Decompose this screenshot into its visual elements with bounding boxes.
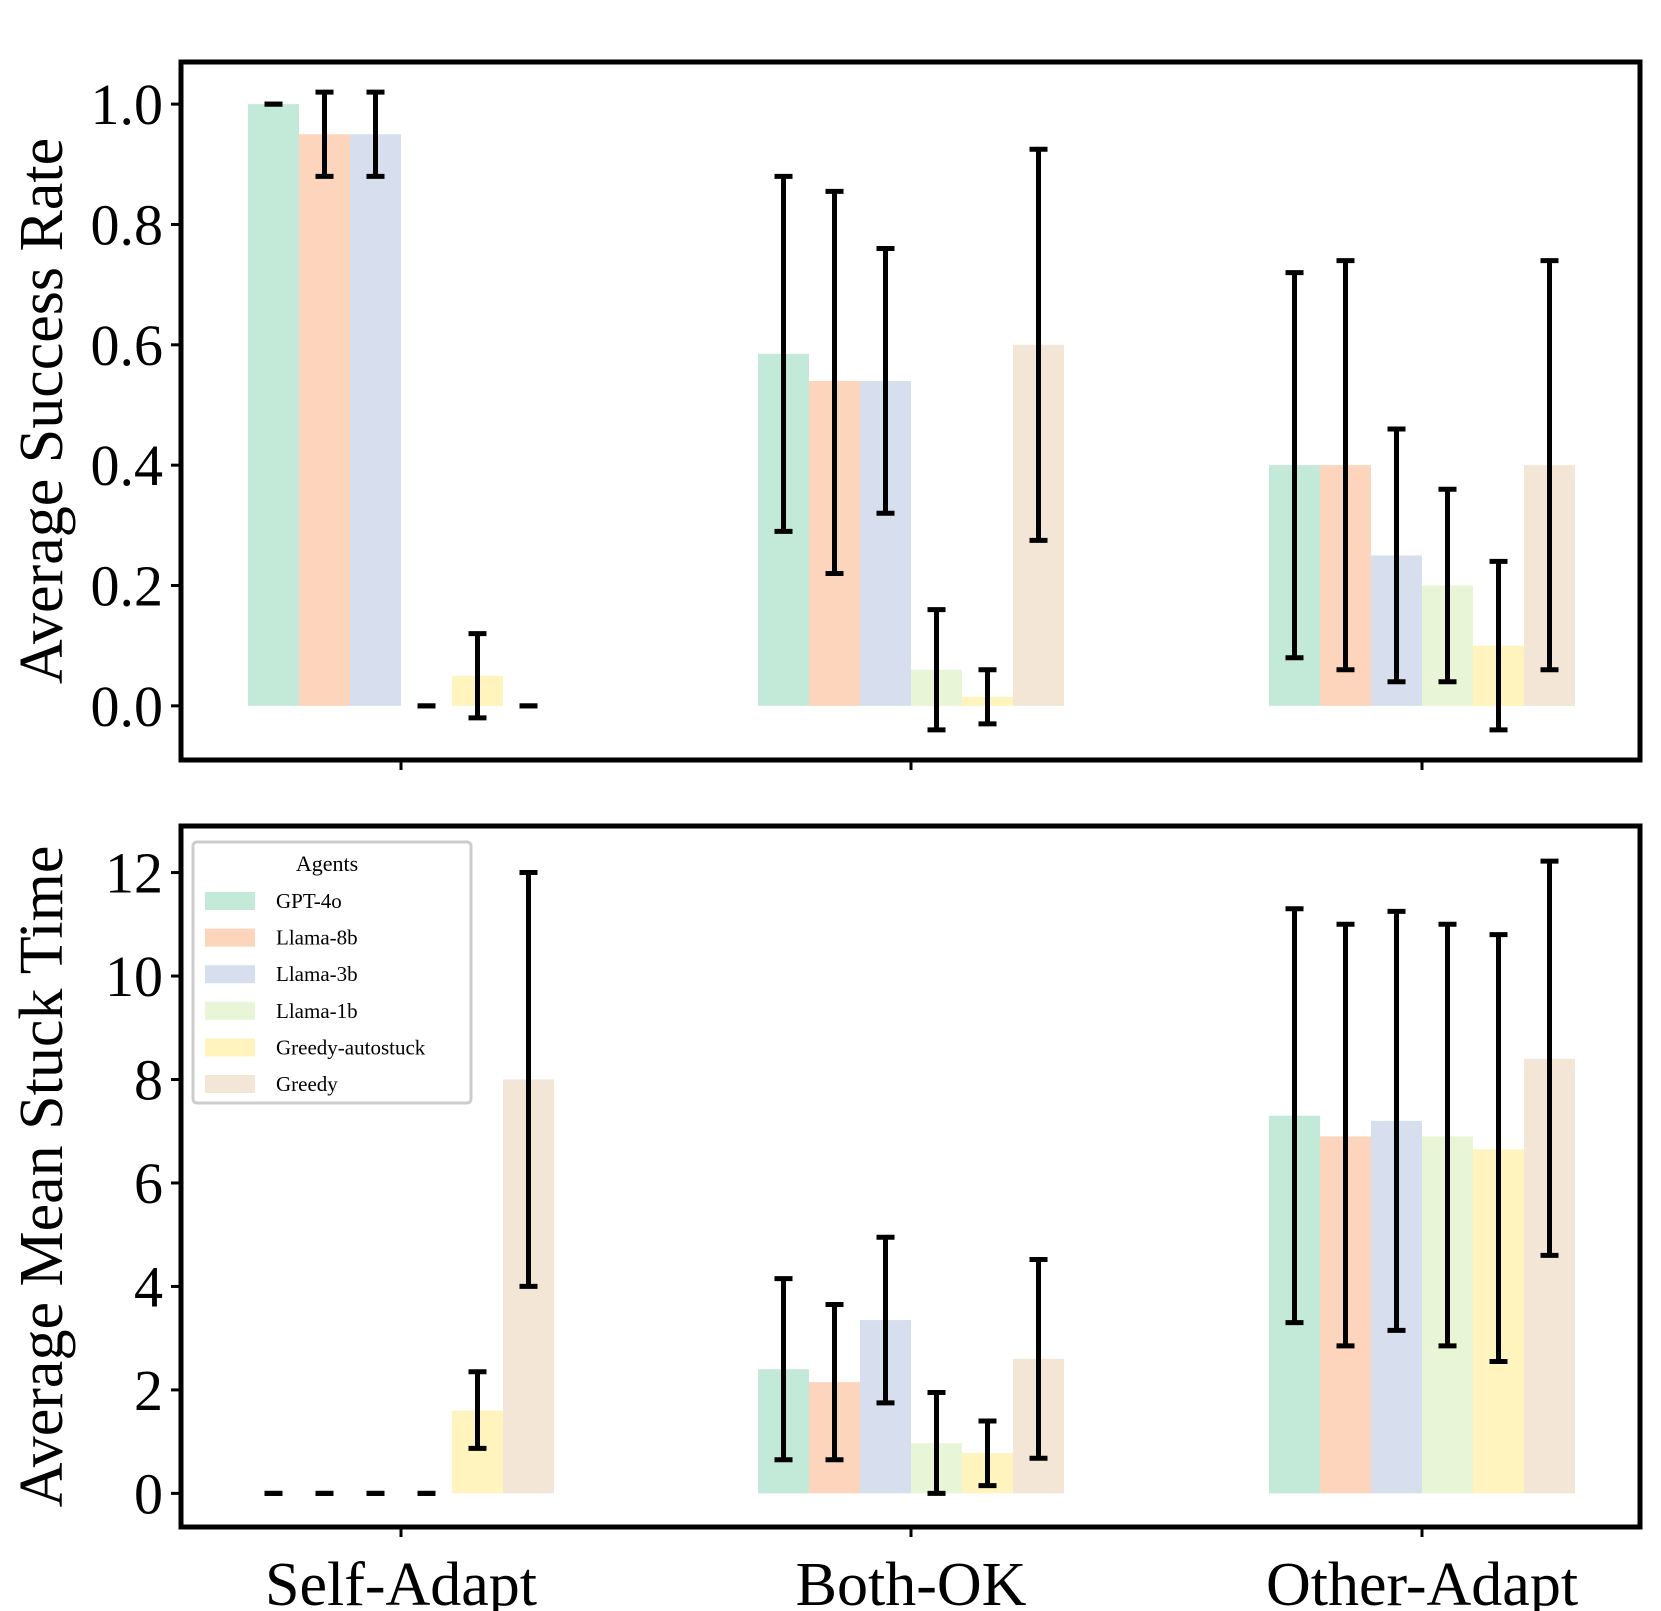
success-ytick-label: 1.0 xyxy=(91,72,164,137)
stuck-ytick-label: 8 xyxy=(134,1047,163,1112)
success-errorbar-llama-1b-both-ok xyxy=(927,607,946,733)
success-errorbar-greedy-other-adapt xyxy=(1540,258,1559,673)
legend-label-gpt-4o: GPT-4o xyxy=(276,889,342,913)
legend-label-llama-3b: Llama-3b xyxy=(276,962,358,986)
success-bar-llama-3b-self-adapt xyxy=(350,134,401,706)
legend-title: Agents xyxy=(296,851,358,876)
legend-label-greedy-autostuck: Greedy-autostuck xyxy=(276,1035,426,1059)
success-errorbar-greedy-both-ok xyxy=(1029,146,1048,543)
stuck-ytick-label: 12 xyxy=(105,841,163,906)
success-errorbar-gpt-4o-other-adapt xyxy=(1285,270,1304,661)
stuck-errorbar-greedy-autostuck-self-adapt xyxy=(468,1369,487,1451)
stuck-time-panel: 0 2 4 6 8 10 12 Self-Adapt Both-OK Other-Adapt Ave… xyxy=(8,823,1643,1611)
success-errorbar-greedy-autostuck-both-ok xyxy=(978,667,997,727)
success-errorbar-llama-3b-self-adapt xyxy=(366,89,385,179)
stuck-errorbar-llama-3b-other-adapt xyxy=(1387,908,1406,1333)
legend-label-greedy: Greedy xyxy=(276,1072,338,1096)
stuck-errorbar-greedy-self-adapt xyxy=(519,870,538,1289)
success-bar-gpt-4o-self-adapt xyxy=(248,104,299,706)
success-errorbar-llama-3b-both-ok xyxy=(876,246,895,516)
stuck-errorbar-llama-1b-other-adapt xyxy=(1438,921,1457,1349)
stuck-errorbar-greedy-autostuck-both-ok xyxy=(978,1418,997,1489)
stuck-errorbar-greedy-autostuck-other-adapt xyxy=(1489,932,1508,1364)
legend: Agents GPT-4o Llama-8b Llama-3b Llama-1b Gree… xyxy=(191,840,473,1105)
success-errorbar-llama-3b-other-adapt xyxy=(1387,426,1406,685)
success-errorbar-llama-8b-other-adapt xyxy=(1336,258,1355,673)
legend-swatch-greedy xyxy=(205,1075,255,1093)
stuck-errorbar-gpt-4o-both-ok xyxy=(774,1276,793,1463)
success-errorbar-llama-8b-both-ok xyxy=(825,188,844,576)
success-errorbar-gpt-4o-both-ok xyxy=(774,173,793,534)
legend-label-llama-1b: Llama-1b xyxy=(276,999,358,1023)
xtick-label-self-adapt: Self-Adapt xyxy=(265,1551,537,1611)
success-ytick-label: 0.6 xyxy=(91,313,164,378)
stuck-errorbar-llama-1b-both-ok xyxy=(927,1389,946,1496)
xtick-label-other-adapt: Other-Adapt xyxy=(1266,1551,1578,1611)
legend-swatch-llama-8b xyxy=(205,928,255,947)
stuck-y-axis-label: Average Mean Stuck Time xyxy=(8,846,76,1508)
stuck-errorbar-llama-3b-both-ok xyxy=(876,1234,895,1406)
stuck-errorbar-gpt-4o-other-adapt xyxy=(1285,906,1304,1326)
legend-swatch-greedy-autostuck xyxy=(205,1038,255,1057)
xtick-label-both-ok: Both-OK xyxy=(796,1551,1027,1611)
success-errorbar-greedy-autostuck-self-adapt xyxy=(468,631,487,721)
stuck-ytick-label: 10 xyxy=(105,944,163,1009)
legend-label-llama-8b: Llama-8b xyxy=(276,926,358,950)
legend-swatch-gpt-4o xyxy=(205,892,255,910)
success-ytick-label: 0.2 xyxy=(91,554,164,619)
legend-swatch-llama-1b xyxy=(205,1001,255,1020)
success-y-axis-label: Average Success Rate xyxy=(8,138,76,684)
success-errorbar-llama-1b-other-adapt xyxy=(1438,486,1457,685)
stuck-ytick-label: 0 xyxy=(134,1461,163,1526)
success-errorbar-llama-8b-self-adapt xyxy=(315,89,334,179)
stuck-ytick-label: 2 xyxy=(134,1358,163,1423)
stuck-errorbar-greedy-both-ok xyxy=(1029,1257,1048,1461)
success-bar-llama-8b-self-adapt xyxy=(299,134,350,706)
success-ytick-label: 0.4 xyxy=(91,433,164,498)
success-errorbar-greedy-autostuck-other-adapt xyxy=(1489,558,1508,733)
legend-swatch-llama-3b xyxy=(205,965,255,984)
success-ytick-label: 0.8 xyxy=(91,192,164,257)
stuck-errorbar-llama-8b-other-adapt xyxy=(1336,921,1355,1349)
legend-box xyxy=(191,840,473,1105)
stuck-errorbar-llama-8b-both-ok xyxy=(825,1302,844,1463)
stuck-ytick-label: 4 xyxy=(134,1254,163,1319)
stuck-errorbar-greedy-other-adapt xyxy=(1540,858,1559,1258)
success-ytick-label: 0.0 xyxy=(91,674,164,739)
stuck-ytick-label: 6 xyxy=(134,1151,163,1216)
